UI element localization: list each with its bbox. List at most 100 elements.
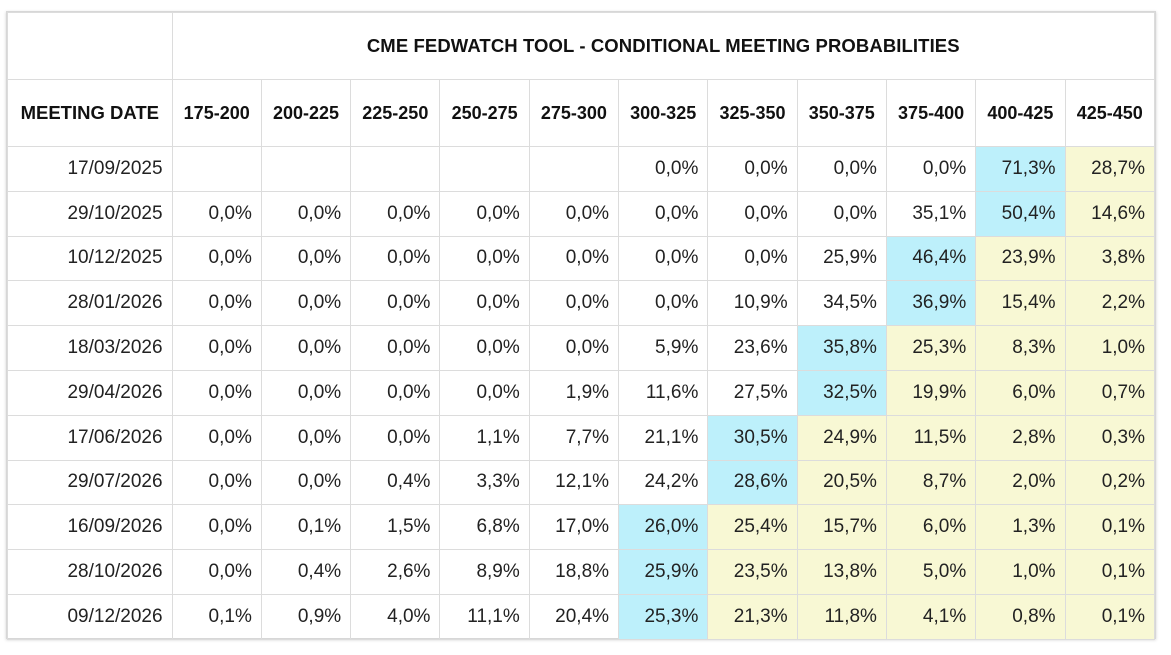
probability-cell — [260, 146, 352, 192]
probability-cell: 17,0% — [528, 504, 620, 551]
probability-cell: 15,4% — [975, 280, 1066, 327]
probability-cell: 11,5% — [885, 414, 977, 461]
rate-range-header: 375-400 — [885, 79, 977, 147]
probability-cell: 0,0% — [260, 459, 352, 506]
probability-cell: 50,4% — [975, 190, 1066, 237]
meeting-date-cell: 17/09/2025 — [7, 146, 173, 192]
probability-cell — [528, 146, 620, 192]
probability-cell: 6,0% — [975, 369, 1066, 416]
probability-cell: 8,9% — [439, 549, 530, 595]
probability-cell: 15,7% — [796, 504, 887, 551]
probability-cell: 24,9% — [796, 414, 887, 461]
rate-range-header: 300-325 — [618, 79, 709, 147]
probability-cell: 0,4% — [350, 459, 441, 506]
probability-cell: 0,0% — [528, 190, 620, 237]
meeting-date-cell: 29/04/2026 — [7, 369, 173, 416]
probability-cell: 10,9% — [707, 280, 798, 327]
probability-cell: 25,4% — [707, 504, 798, 551]
probability-cell: 34,5% — [796, 280, 887, 327]
probability-cell: 1,0% — [1064, 325, 1156, 371]
probability-cell: 0,0% — [171, 190, 262, 237]
table-row: 16/09/2026 0,0% 0,1% 1,5% 6,8% 17,0% 26,0% 25,4… — [7, 504, 1156, 551]
probability-cell: 0,0% — [707, 235, 798, 282]
probability-cell: 0,0% — [171, 549, 262, 595]
probability-cell: 25,3% — [618, 593, 709, 640]
probability-cell: 0,8% — [975, 593, 1066, 640]
probability-cell: 4,0% — [350, 593, 441, 640]
title-row: CME FEDWATCH TOOL - CONDITIONAL MEETING … — [7, 12, 1156, 80]
probability-cell: 0,0% — [260, 369, 352, 416]
probability-cell: 0,1% — [1064, 549, 1156, 595]
probability-cell: 0,0% — [439, 325, 530, 371]
fedwatch-table-frame: CME FEDWATCH TOOL - CONDITIONAL MEETING … — [6, 11, 1156, 640]
probability-cell: 1,1% — [439, 414, 530, 461]
probability-cell: 0,0% — [171, 459, 262, 506]
probability-cell: 0,0% — [618, 190, 709, 237]
probability-cell: 0,0% — [171, 504, 262, 551]
probability-cell: 0,4% — [260, 549, 352, 595]
probability-cell: 2,6% — [350, 549, 441, 595]
probability-cell: 0,1% — [1064, 593, 1156, 640]
table-row: 17/06/2026 0,0% 0,0% 0,0% 1,1% 7,7% 21,1% 30,5%… — [7, 414, 1156, 461]
probability-cell: 0,0% — [439, 235, 530, 282]
probability-cell: 3,8% — [1064, 235, 1156, 282]
probability-cell: 0,9% — [260, 593, 352, 640]
rate-range-header: 225-250 — [350, 79, 441, 147]
probability-cell: 0,0% — [707, 190, 798, 237]
rate-range-header: 400-425 — [975, 79, 1066, 147]
probability-cell: 0,0% — [171, 325, 262, 371]
meeting-date-cell: 28/10/2026 — [7, 549, 173, 595]
probability-cell: 0,0% — [350, 235, 441, 282]
meeting-date-cell: 16/09/2026 — [7, 504, 173, 551]
probability-cell: 1,9% — [528, 369, 620, 416]
rate-range-header: 250-275 — [439, 79, 530, 147]
table-row: 10/12/2025 0,0% 0,0% 0,0% 0,0% 0,0% 0,0% 0,0% 25… — [7, 235, 1156, 282]
table-row: 29/10/2025 0,0% 0,0% 0,0% 0,0% 0,0% 0,0% 0,0% 0,… — [7, 190, 1156, 237]
rate-range-header: 425-450 — [1064, 79, 1156, 147]
table-row: 09/12/2026 0,1% 0,9% 4,0% 11,1% 20,4% 25,3% 21,… — [7, 593, 1156, 640]
probability-cell: 14,6% — [1064, 190, 1156, 237]
table-row: 28/01/2026 0,0% 0,0% 0,0% 0,0% 0,0% 0,0% 10,9% 3… — [7, 280, 1156, 327]
probability-cell: 0,0% — [260, 280, 352, 327]
meeting-date-cell: 17/06/2026 — [7, 414, 173, 461]
probability-cell: 20,4% — [528, 593, 620, 640]
probability-cell: 19,9% — [885, 369, 977, 416]
probability-cell: 0,0% — [528, 235, 620, 282]
probability-cell: 0,0% — [260, 414, 352, 461]
table-row: 29/07/2026 0,0% 0,0% 0,4% 3,3% 12,1% 24,2% 28,6… — [7, 459, 1156, 506]
probability-cell: 1,3% — [975, 504, 1066, 551]
probability-cell: 0,0% — [350, 190, 441, 237]
probability-cell: 11,6% — [618, 369, 709, 416]
rate-range-header: 350-375 — [796, 79, 887, 147]
probability-cell: 1,5% — [350, 504, 441, 551]
probability-cell: 0,0% — [350, 369, 441, 416]
probability-cell: 30,5% — [707, 414, 798, 461]
probability-cell: 23,9% — [975, 235, 1066, 282]
meeting-date-cell: 28/01/2026 — [7, 280, 173, 327]
probability-cell: 0,0% — [171, 235, 262, 282]
probability-cell: 21,3% — [707, 593, 798, 640]
probability-cell: 0,0% — [885, 146, 977, 192]
rate-range-header: 175-200 — [171, 79, 262, 147]
probability-cell: 25,9% — [796, 235, 887, 282]
probability-cell: 26,0% — [618, 504, 709, 551]
probability-cell: 2,0% — [975, 459, 1066, 506]
probability-cell — [350, 146, 441, 192]
probability-cell: 0,0% — [350, 325, 441, 371]
probability-cell: 0,0% — [707, 146, 798, 192]
probability-cell: 0,7% — [1064, 369, 1156, 416]
probability-cell: 8,3% — [975, 325, 1066, 371]
probability-cell: 0,0% — [350, 414, 441, 461]
probability-cell: 6,0% — [885, 504, 977, 551]
rate-range-header: 200-225 — [260, 79, 352, 147]
probability-cell: 0,0% — [260, 235, 352, 282]
probability-cell: 0,0% — [350, 280, 441, 327]
probability-cell: 6,8% — [439, 504, 530, 551]
probability-cell: 0,0% — [528, 280, 620, 327]
probability-cell — [439, 146, 530, 192]
probability-cell: 0,0% — [439, 280, 530, 327]
table-row: 18/03/2026 0,0% 0,0% 0,0% 0,0% 0,0% 5,9% 23,6% 3… — [7, 325, 1156, 371]
probability-cell: 0,0% — [260, 190, 352, 237]
probability-cell: 0,0% — [439, 190, 530, 237]
probability-cell: 2,8% — [975, 414, 1066, 461]
